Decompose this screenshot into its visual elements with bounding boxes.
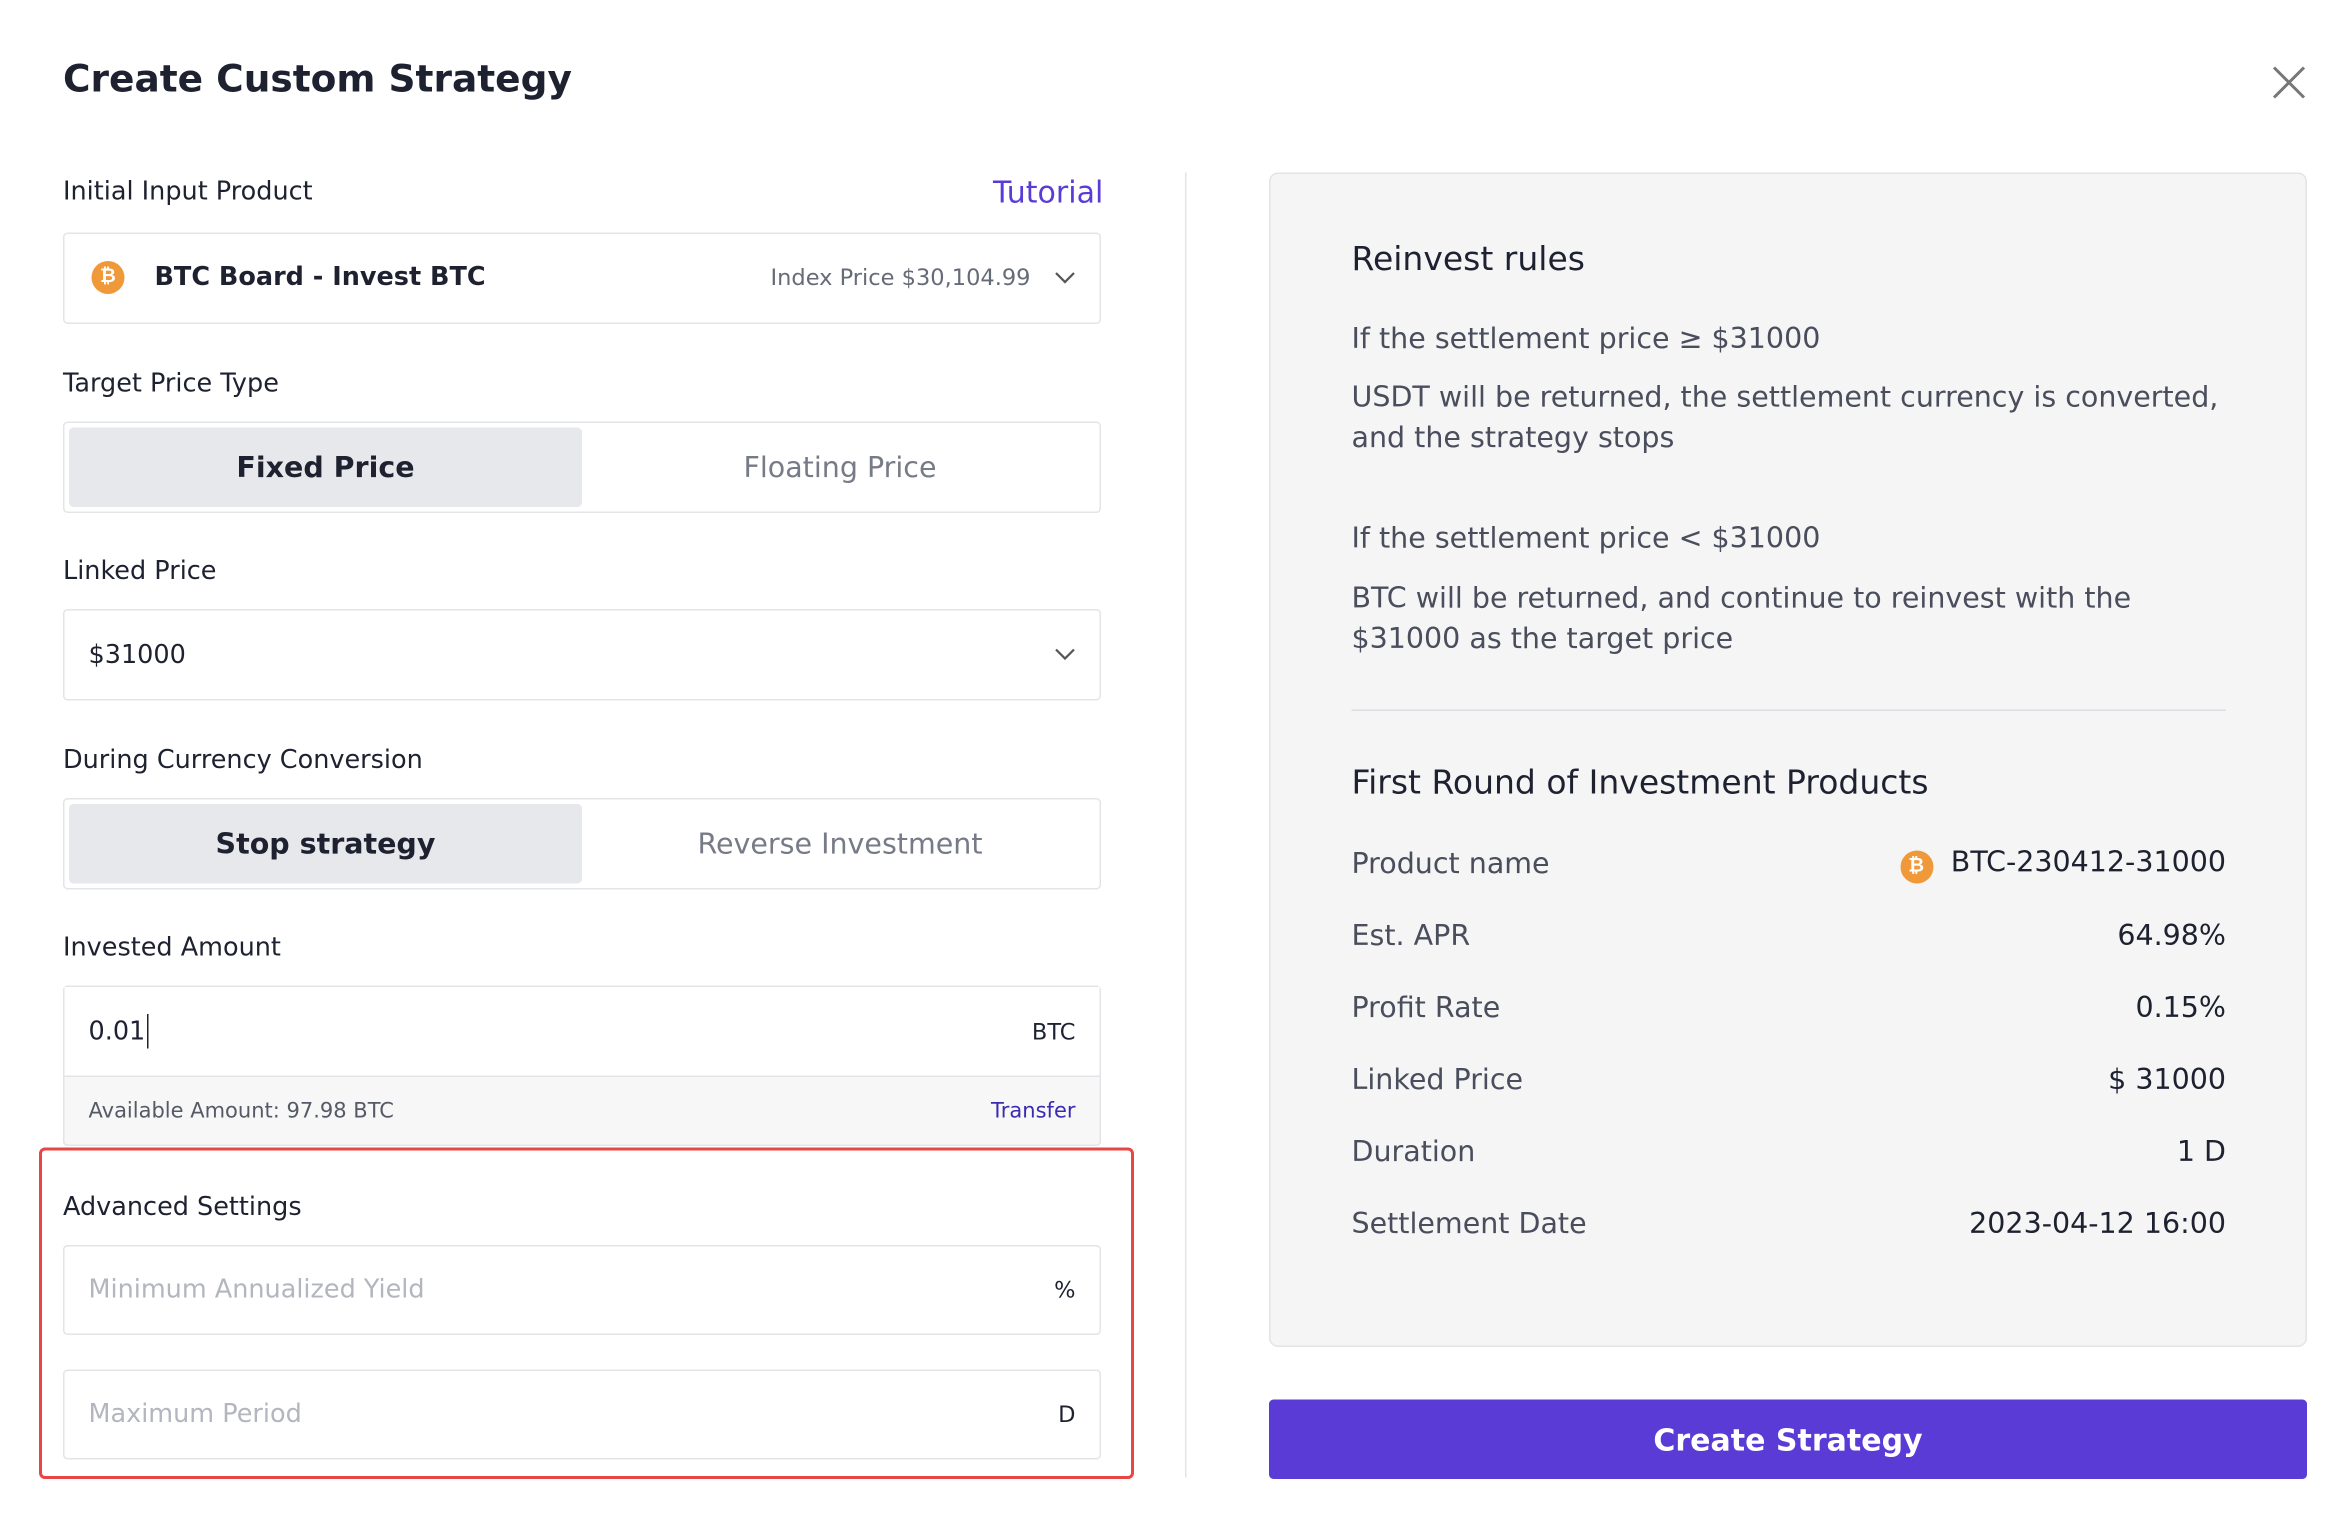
btc-icon: ₿ bbox=[91, 261, 125, 294]
input-value: 0.01 bbox=[89, 1014, 149, 1049]
input-unit: D bbox=[1058, 1401, 1076, 1428]
product-name: BTC Board - Invest BTC bbox=[154, 262, 486, 293]
segment-selected[interactable]: Fixed Price bbox=[69, 427, 582, 507]
placeholder: Maximum Period bbox=[88, 1399, 302, 1430]
section-title: Reinvest rules bbox=[1351, 241, 1585, 280]
row-label: Est. APR bbox=[1351, 919, 1471, 953]
tutorial-link[interactable]: Tutorial bbox=[993, 174, 1104, 210]
detail-row: Product name ₿ BTC-230412-31000 bbox=[1351, 842, 2226, 887]
amount-input[interactable]: 0.01 BTC bbox=[64, 987, 1100, 1077]
row-value-wrap: 0.15% bbox=[2135, 992, 2226, 1025]
transfer-link[interactable]: Transfer bbox=[991, 1099, 1076, 1124]
detail-row: Linked Price $ 31000 bbox=[1352, 1058, 2227, 1103]
row-value-wrap: 2023-04-12 16:00 bbox=[1969, 1208, 2226, 1241]
segmented-control: Stop strategy Reverse Investment bbox=[63, 798, 1101, 890]
row-label: Profit Rate bbox=[1351, 991, 1501, 1025]
detail-row: Est. APR 64.98% bbox=[1352, 914, 2227, 959]
rule-condition: If the settlement price < $31000 bbox=[1351, 522, 1821, 555]
field-label: Invested Amount bbox=[63, 933, 281, 963]
input-unit: % bbox=[1054, 1276, 1076, 1304]
field-label: Initial Input Product bbox=[63, 177, 313, 207]
detail-row: Duration 1 D bbox=[1352, 1130, 2227, 1175]
summary-panel bbox=[1269, 172, 2307, 1347]
row-label: Product name bbox=[1351, 847, 1550, 881]
input-unit: BTC bbox=[1031, 1017, 1076, 1045]
select-value: $31000 bbox=[88, 639, 186, 670]
row-label: Duration bbox=[1351, 1135, 1476, 1169]
field-label: During Currency Conversion bbox=[63, 745, 423, 776]
chevron bbox=[1055, 648, 1075, 661]
placeholder: Minimum Annualized Yield bbox=[88, 1275, 425, 1305]
field-label: Target Price Type bbox=[63, 369, 279, 399]
divider bbox=[1185, 172, 1187, 1478]
field-label: Advanced Settings bbox=[63, 1192, 302, 1223]
detail-row: Profit Rate 0.15% bbox=[1352, 986, 2227, 1031]
row-value: BTC-230412-31000 bbox=[1950, 845, 2226, 879]
field-label: Linked Price bbox=[63, 556, 217, 587]
row-value-wrap: 1 D bbox=[2177, 1136, 2226, 1169]
rule-result: USDT will be returned, the settlement cu… bbox=[1351, 381, 2219, 455]
row-value: 2023-04-12 16:00 bbox=[1969, 1207, 2226, 1241]
row-label: Settlement Date bbox=[1351, 1207, 1587, 1241]
segment[interactable]: Reverse Investment bbox=[697, 827, 983, 861]
product-select[interactable]: ₿ BTC Board - Invest BTC Index Price $30… bbox=[63, 232, 1101, 324]
segment[interactable]: Floating Price bbox=[743, 450, 937, 484]
row-value-wrap: $ 31000 bbox=[2108, 1064, 2226, 1097]
row-value: 64.98% bbox=[2117, 919, 2226, 953]
amount-group: 0.01 BTC Available Amount: 97.98 BTC Tra… bbox=[63, 985, 1101, 1146]
detail-row: Settlement Date 2023-04-12 16:00 bbox=[1352, 1202, 2227, 1247]
row-value-wrap: ₿ BTC-230412-31000 bbox=[1899, 845, 2226, 883]
section-title: First Round of Investment Products bbox=[1351, 765, 1929, 803]
create-button[interactable]: Create Strategy bbox=[1269, 1399, 2307, 1479]
separator bbox=[1351, 709, 2226, 711]
period-input[interactable]: Maximum Period D bbox=[63, 1369, 1101, 1460]
row-label: Linked Price bbox=[1351, 1063, 1524, 1097]
btc-icon: ₿ bbox=[1899, 849, 1933, 883]
available-amount: Available Amount: 97.98 BTC bbox=[88, 1099, 394, 1124]
row-value: 1 D bbox=[2176, 1135, 2226, 1169]
index-price: Index Price $30,104.99 bbox=[770, 264, 1031, 291]
yield-input[interactable]: Minimum Annualized Yield % bbox=[63, 1245, 1101, 1335]
segment-selected[interactable]: Stop strategy bbox=[69, 804, 582, 884]
chevron bbox=[1055, 272, 1075, 284]
rule-result: BTC will be returned, and continue to re… bbox=[1351, 582, 2132, 656]
dialog-title: Create Custom Strategy bbox=[63, 57, 572, 101]
linked-price-select[interactable]: $31000 bbox=[63, 609, 1101, 701]
row-value: $ 31000 bbox=[2108, 1063, 2226, 1097]
segmented-control: Fixed Price Floating Price bbox=[63, 421, 1101, 513]
row-value: 0.15% bbox=[2135, 991, 2226, 1025]
rule-condition: If the settlement price ≥ $31000 bbox=[1351, 322, 1821, 356]
close-button[interactable] bbox=[2271, 65, 2307, 101]
row-value-wrap: 64.98% bbox=[2117, 920, 2226, 953]
highlight-box bbox=[39, 1147, 1134, 1479]
